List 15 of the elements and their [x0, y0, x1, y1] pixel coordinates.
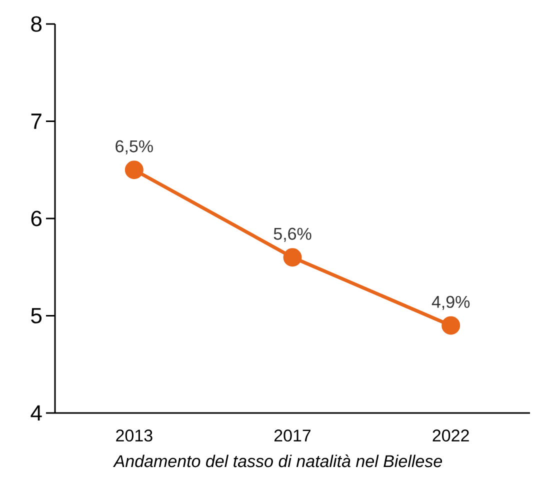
y-tick-label: 8: [31, 16, 42, 32]
y-tick-label: 6: [31, 210, 42, 226]
x-tick-label: 2017: [274, 430, 311, 442]
y-tick-label: 4: [30, 405, 42, 421]
data-label: 4,9%: [432, 296, 470, 310]
x-tick-label: 2022: [432, 430, 469, 442]
point: [124, 160, 144, 180]
data-label: 6,5%: [116, 140, 153, 154]
point: [283, 248, 302, 267]
y-tick-label: 7: [31, 114, 42, 129]
x-axis-title: Andamento del tasso di natalità nel Biellese: [112, 454, 442, 468]
y-tick-label: 5: [31, 308, 42, 324]
data-label: 5,6%: [274, 228, 312, 242]
point: [442, 316, 460, 335]
x-tick-label: 2013: [116, 430, 152, 442]
